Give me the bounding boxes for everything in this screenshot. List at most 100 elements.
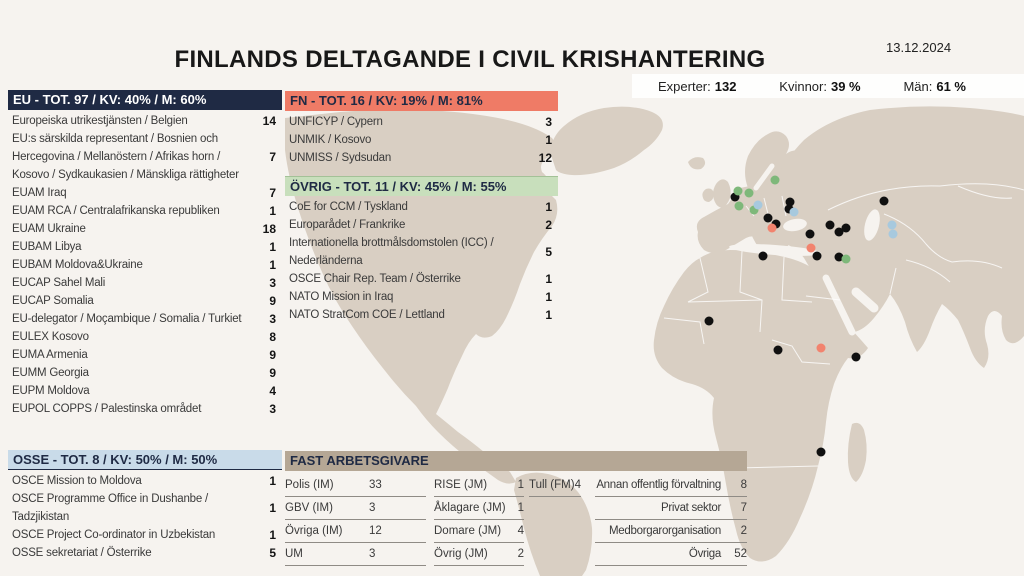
- map-marker-ovrig: [734, 201, 744, 211]
- mission-label: UNFICYP / Cypern: [289, 116, 383, 128]
- summary-stats: Experter: 132 Kvinnor: 39 % Män: 61 %: [632, 74, 1024, 98]
- mission-count: 1: [269, 258, 276, 272]
- map-marker-eu: [758, 251, 768, 261]
- osse-panel: OSSE - TOT. 8 / KV: 50% / M: 50% OSCE Mi…: [8, 450, 282, 562]
- mission-count: 7: [269, 150, 276, 164]
- mission-label: Europarådet / Frankrike: [289, 219, 406, 231]
- fast-column-im: Polis (IM) 33 GBV (IM) 3 Övriga (IM) 12 …: [285, 474, 426, 566]
- mission-row: OSSE sekretariat / Österrike 5: [8, 544, 282, 562]
- mission-label: OSSE sekretariat / Österrike: [12, 547, 152, 559]
- mission-label: EUAM Ukraine: [12, 223, 86, 235]
- employer-count: 8: [740, 479, 747, 491]
- employer-row: Övriga 52: [595, 543, 747, 566]
- mission-count: 3: [545, 115, 552, 129]
- map-marker-eu: [834, 252, 844, 262]
- stat-man-label: Män:: [903, 78, 933, 94]
- map-marker-eu: [763, 213, 773, 223]
- mission-count: 1: [545, 308, 552, 322]
- map-marker-eu: [825, 220, 835, 230]
- mission-row: EU-delegator / Moçambique / Somalia / Tu…: [8, 310, 282, 328]
- employer-label: Tull (FM): [529, 479, 575, 491]
- mission-label: OSCE Chair Rep. Team / Österrike: [289, 273, 461, 285]
- map-marker-ovrig: [744, 188, 754, 198]
- map-sea-straits: [753, 163, 879, 336]
- employer-row: UM 3: [285, 543, 426, 566]
- fast-arbetsgivare-table: Polis (IM) 33 GBV (IM) 3 Övriga (IM) 12 …: [285, 474, 747, 566]
- employer-label: Övrig (JM): [434, 548, 488, 560]
- mission-count: 1: [269, 474, 276, 488]
- mission-count: 1: [545, 272, 552, 286]
- map-marker-ovrig: [749, 205, 759, 215]
- mission-label: EUPOL COPPS / Palestinska området: [12, 403, 202, 415]
- employer-label: Övriga: [688, 548, 721, 560]
- mission-row: EUMA Armenia 9: [8, 346, 282, 364]
- fast-arbetsgivare-panel: FAST ARBETSGIVARE Polis (IM) 33 GBV (IM)…: [285, 451, 747, 566]
- mission-count: 5: [269, 546, 276, 560]
- fn-panel-header: FN - TOT. 16 / KV: 19% / M: 81%: [285, 91, 558, 111]
- employer-label: Domare (JM): [434, 525, 502, 537]
- stat-experter-value: 132: [714, 78, 737, 94]
- mission-row: OSCE Mission to Moldova 1: [8, 472, 282, 490]
- employer-count: 4: [574, 479, 581, 491]
- mission-count: 9: [269, 294, 276, 308]
- fast-column-ovrig: Annan offentlig förvaltning 8 Privat sek…: [595, 474, 747, 566]
- mission-row: EULEX Kosovo 8: [8, 328, 282, 346]
- mission-count: 1: [545, 200, 552, 214]
- mission-row: OSCE Project Co-ordinator in Uzbekistan …: [8, 526, 282, 544]
- employer-row: Polis (IM) 33: [285, 474, 426, 497]
- map-marker-eu: [851, 352, 861, 362]
- mission-count: 1: [269, 501, 276, 515]
- stat-kvinnor-label: Kvinnor:: [779, 78, 827, 94]
- mission-label: EUMA Armenia: [12, 349, 88, 361]
- map-marker-osse: [753, 200, 763, 210]
- stat-man: Män: 61 %: [903, 79, 966, 94]
- map-marker-osse: [887, 220, 897, 230]
- mission-label: Internationella brottmålsdomstolen (ICC)…: [289, 237, 494, 267]
- mission-label: UNMISS / Sydsudan: [289, 152, 392, 164]
- mission-row: Europeiska utrikestjänsten / Belgien 14: [8, 112, 282, 130]
- map-marker-osse: [888, 229, 898, 239]
- fn-panel: FN - TOT. 16 / KV: 19% / M: 81% UNFICYP …: [285, 91, 558, 167]
- employer-count: 2: [517, 548, 524, 560]
- mission-label: UNMIK / Kosovo: [289, 134, 372, 146]
- mission-count: 12: [538, 151, 552, 165]
- mission-row: EU:s särskilda representant / Bosnien oc…: [8, 130, 282, 184]
- employer-count: 4: [517, 525, 524, 537]
- map-marker-fn: [767, 223, 777, 233]
- mission-count: 18: [262, 222, 276, 236]
- employer-row: Annan offentlig förvaltning 8: [595, 474, 747, 497]
- stat-experter: Experter: 132: [658, 79, 736, 94]
- map-marker-eu: [879, 196, 889, 206]
- mission-row: EUBAM Moldova&Ukraine 1: [8, 256, 282, 274]
- map-marker-eu: [784, 204, 794, 214]
- map-marker-eu: [805, 229, 815, 239]
- map-marker-osse: [789, 207, 799, 217]
- mission-row: EUBAM Libya 1: [8, 238, 282, 256]
- employer-row: RISE (JM) 1: [434, 474, 524, 497]
- fn-mission-list: UNFICYP / Cypern 3 UNMIK / Kosovo 1 UNMI…: [285, 113, 558, 167]
- fast-column-jm: RISE (JM) 1 Åklagare (JM) 1 Domare (JM) …: [434, 474, 524, 566]
- map-marker-eu: [841, 223, 851, 233]
- mission-label: Europeiska utrikestjänsten / Belgien: [12, 115, 188, 127]
- mission-count: 8: [269, 330, 276, 344]
- employer-label: Åklagare (JM): [434, 502, 506, 514]
- map-marker-eu: [773, 345, 783, 355]
- employer-count: 52: [734, 548, 747, 560]
- mission-label: NATO Mission in Iraq: [289, 291, 394, 303]
- mission-row: EUAM Ukraine 18: [8, 220, 282, 238]
- map-marker-eu: [704, 316, 714, 326]
- mission-count: 3: [269, 276, 276, 290]
- mission-label: EULEX Kosovo: [12, 331, 89, 343]
- mission-label: NATO StratCom COE / Lettland: [289, 309, 445, 321]
- eu-panel-header: EU - TOT. 97 / KV: 40% / M: 60%: [8, 90, 282, 110]
- mission-row: OSCE Programme Office in Dushanbe / Tadz…: [8, 490, 282, 526]
- mission-row: EUAM Iraq 7: [8, 184, 282, 202]
- mission-count: 1: [269, 240, 276, 254]
- employer-label: GBV (IM): [285, 502, 333, 514]
- mission-label: EU:s särskilda representant / Bosnien oc…: [12, 133, 239, 181]
- employer-label: Övriga (IM): [285, 525, 343, 537]
- stat-kvinnor-value: 39 %: [830, 78, 861, 94]
- mission-row: NATO StratCom COE / Lettland 1: [285, 306, 558, 324]
- employer-count: 3: [369, 502, 376, 514]
